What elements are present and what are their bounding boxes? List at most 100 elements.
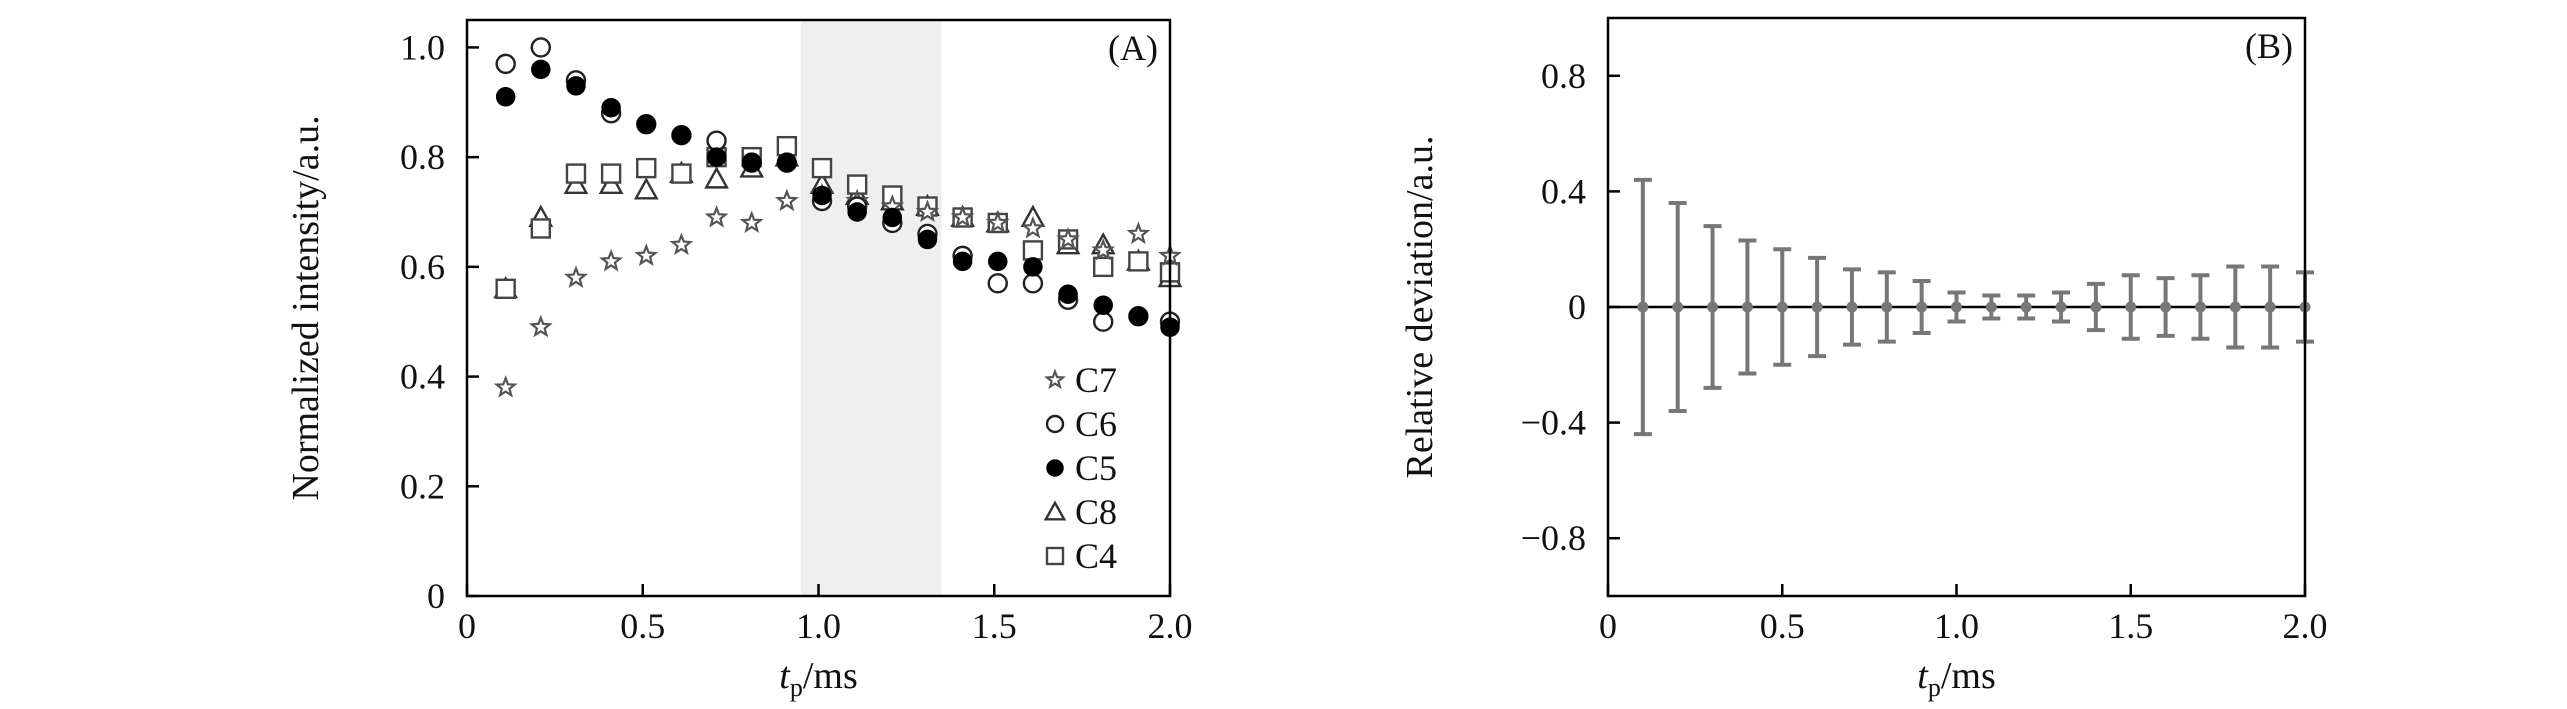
data-point-star <box>634 243 659 266</box>
data-point <box>1916 301 1928 313</box>
data-point-circle-open <box>706 130 727 151</box>
error-bar <box>1738 238 1757 376</box>
x-tick-label: 2.0 <box>2283 606 2328 646</box>
data-point-circle-filled <box>988 251 1008 272</box>
error-bar <box>2017 293 2036 321</box>
y-tick-label: 0 <box>427 576 445 616</box>
x-axis-label-unit: /ms <box>1941 655 1996 697</box>
data-point <box>2194 301 2206 313</box>
x-axis-label-subscript: p <box>1928 673 1941 702</box>
data-point <box>2020 301 2032 313</box>
data-points-b <box>1633 177 2314 437</box>
data-point <box>2160 301 2172 313</box>
error-bar <box>1773 247 1792 367</box>
legend-item-C7: C7 <box>1044 360 1117 400</box>
error-bar <box>2121 273 2140 341</box>
data-point-circle-filled <box>812 185 832 206</box>
data-point <box>2229 301 2241 313</box>
y-axis-label-a: Normalized intensity/a.u. <box>285 115 327 500</box>
data-point-triangle <box>1043 500 1067 521</box>
data-point-circle-filled <box>601 98 621 118</box>
data-point-circle-open <box>1022 273 1044 294</box>
y-tick-label: 0.6 <box>400 247 445 287</box>
data-point-star <box>950 204 975 228</box>
data-point <box>1672 301 1684 313</box>
panel-label-a: (A) <box>1108 28 1158 68</box>
data-point-square <box>671 163 692 184</box>
data-point-square <box>1128 251 1149 272</box>
data-point-circle-filled <box>1093 295 1113 316</box>
data-point-circle-filled <box>847 202 867 222</box>
legend-label: C4 <box>1075 536 1117 576</box>
panel-label-b: (B) <box>2245 26 2293 66</box>
legend-item-C6: C6 <box>1045 404 1117 444</box>
data-point <box>1811 301 1823 313</box>
data-point-square <box>565 163 587 184</box>
legend-item-C4: C4 <box>1045 536 1117 576</box>
x-axis-label-a: tp/ms <box>779 655 857 702</box>
data-point <box>1881 301 1893 313</box>
x-tick-label: 0 <box>458 606 476 646</box>
data-point-circle-open <box>1045 414 1065 434</box>
data-point-star <box>599 248 624 272</box>
series-C5 <box>495 59 1180 337</box>
data-point-circle-filled <box>706 147 727 167</box>
data-point-star <box>669 232 694 256</box>
data-point-circle-filled <box>566 76 586 96</box>
data-point-circle-filled <box>777 152 797 173</box>
data-points-a <box>493 37 1183 398</box>
data-point-star <box>493 374 518 398</box>
y-tick-label: 0.8 <box>1541 56 1586 96</box>
error-bar <box>2191 273 2210 341</box>
data-point-square <box>811 157 833 179</box>
x-tick-label: 2.0 <box>1148 606 1193 646</box>
legend-label: C6 <box>1075 404 1117 444</box>
data-point-square <box>1093 256 1114 278</box>
error-bar <box>1877 270 1896 344</box>
data-point-circle-filled <box>1128 306 1149 326</box>
x-axis-label-unit: /ms <box>803 655 858 697</box>
data-point-circle-filled <box>495 87 516 107</box>
data-point <box>1776 301 1788 313</box>
data-point-circle-filled <box>1058 284 1078 305</box>
chart-panel-a: 0 0.5 1.0 1.5 2.0 0 0.2 0.4 0.6 0.8 1.0 (A) Normal… <box>285 18 1193 702</box>
shaded-region <box>800 20 942 596</box>
data-point <box>1637 301 1649 313</box>
data-point-circle-filled <box>741 152 762 173</box>
data-point <box>1707 301 1719 313</box>
legend-label: C7 <box>1075 360 1117 400</box>
chart-panel-b: 0 0.5 1.0 1.5 2.0 −0.8 −0.4 0 0.4 0.8 (B) Relativ… <box>1399 16 2328 702</box>
y-tick-label: −0.4 <box>1521 403 1586 443</box>
data-point-circle-filled <box>1046 459 1064 477</box>
data-point-star <box>1091 237 1116 261</box>
data-point-star <box>1126 221 1151 245</box>
data-point-circle-filled <box>671 125 692 145</box>
data-point-circle-filled <box>531 59 551 80</box>
data-point <box>2090 301 2102 313</box>
error-bar <box>1703 224 1722 390</box>
error-bar <box>2226 264 2245 350</box>
error-bar <box>1912 278 1931 336</box>
data-point-square <box>530 218 552 239</box>
data-point-star <box>1056 226 1081 250</box>
error-bar <box>2052 290 2071 324</box>
legend-item-C8: C8 <box>1043 492 1117 532</box>
x-tick-label: 1.5 <box>972 606 1017 646</box>
data-point-circle-open <box>530 37 552 58</box>
error-bar <box>1842 267 1861 347</box>
y-tick-label: 0.8 <box>400 137 445 177</box>
data-point <box>1741 301 1753 313</box>
y-tick-label: 0.2 <box>400 466 445 506</box>
x-axis-label-subscript: p <box>790 673 803 702</box>
data-point-square <box>1022 240 1044 261</box>
data-point-circle-open <box>1093 311 1114 332</box>
y-tick-label: 0 <box>1568 287 1586 327</box>
data-point-square <box>495 278 516 299</box>
x-tick-label: 0 <box>1599 606 1617 646</box>
data-point-star <box>1044 368 1066 390</box>
legend-label: C8 <box>1075 492 1117 532</box>
legend-item-C5: C5 <box>1046 448 1117 488</box>
data-point-star <box>1020 215 1045 239</box>
